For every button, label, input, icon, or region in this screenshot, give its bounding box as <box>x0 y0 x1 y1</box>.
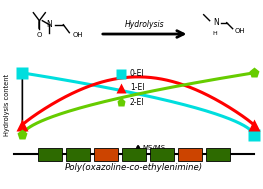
Bar <box>150 148 174 160</box>
Text: N: N <box>47 20 52 29</box>
Text: N: N <box>213 18 219 27</box>
Bar <box>178 148 202 160</box>
Text: 1-EI: 1-EI <box>130 83 144 92</box>
Bar <box>66 148 90 160</box>
Text: Hydrolysis: Hydrolysis <box>125 20 164 29</box>
Bar <box>122 148 146 160</box>
Text: 2-EI: 2-EI <box>130 98 144 107</box>
Bar <box>94 148 118 160</box>
Text: MS/MS: MS/MS <box>142 145 165 151</box>
Text: OH: OH <box>235 28 245 34</box>
Bar <box>206 148 230 160</box>
Text: O: O <box>37 32 42 38</box>
Text: Poly(oxazoline-co-ethylenimine): Poly(oxazoline-co-ethylenimine) <box>65 163 203 172</box>
Bar <box>38 148 62 160</box>
Text: OH: OH <box>72 32 83 38</box>
Text: 0-EI: 0-EI <box>130 69 145 78</box>
Text: H: H <box>212 31 217 36</box>
Text: Hydrolysis content: Hydrolysis content <box>4 74 9 136</box>
